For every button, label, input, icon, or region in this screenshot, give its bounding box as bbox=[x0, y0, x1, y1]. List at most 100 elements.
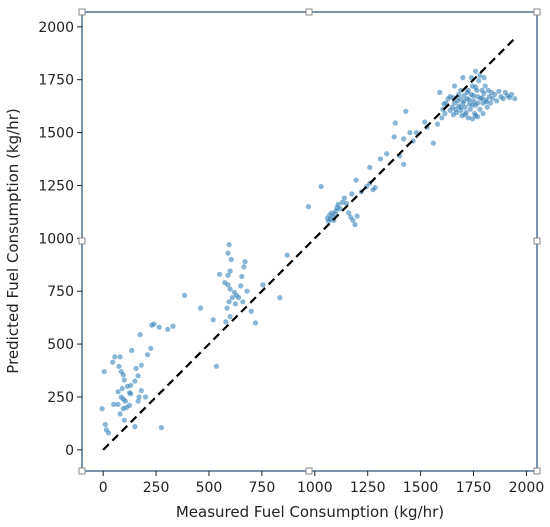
data-point bbox=[354, 213, 360, 219]
x-axis-title: Measured Fuel Consumption (kg/hr) bbox=[176, 503, 444, 521]
resize-handle-top-right[interactable] bbox=[533, 8, 541, 16]
data-point bbox=[238, 283, 244, 289]
data-point bbox=[244, 288, 250, 294]
x-tick-label: 1500 bbox=[403, 480, 439, 496]
data-point bbox=[239, 273, 245, 279]
data-point bbox=[467, 106, 473, 112]
y-tick-label: 250 bbox=[47, 390, 74, 406]
y-tick-label: 1250 bbox=[38, 178, 74, 194]
data-point bbox=[343, 200, 350, 206]
x-tick-label: 1250 bbox=[350, 480, 386, 496]
data-point bbox=[480, 110, 486, 117]
data-point bbox=[111, 401, 117, 407]
data-point bbox=[101, 369, 107, 375]
data-point bbox=[145, 352, 151, 358]
data-point bbox=[228, 256, 234, 263]
data-point bbox=[384, 151, 390, 157]
data-point bbox=[443, 100, 449, 106]
resize-handle-middle-left[interactable] bbox=[78, 237, 86, 245]
x-tick-label: 0 bbox=[99, 480, 108, 496]
resize-handle-bottom-center[interactable] bbox=[305, 467, 313, 475]
data-point bbox=[232, 301, 238, 307]
data-point bbox=[462, 112, 468, 118]
data-point bbox=[477, 72, 483, 79]
data-point bbox=[496, 88, 502, 94]
y-tick-label: 750 bbox=[47, 284, 74, 300]
x-tick-label: 1000 bbox=[297, 480, 333, 496]
data-point bbox=[339, 199, 345, 205]
data-point bbox=[227, 268, 233, 274]
x-tick-label: 500 bbox=[196, 480, 223, 496]
resize-handle-middle-right[interactable] bbox=[533, 237, 541, 245]
data-point bbox=[252, 320, 259, 326]
data-point bbox=[242, 259, 248, 265]
data-point bbox=[305, 204, 311, 210]
data-point bbox=[110, 359, 116, 365]
data-point bbox=[102, 421, 108, 428]
data-point bbox=[352, 222, 358, 228]
data-point bbox=[225, 272, 231, 278]
data-point bbox=[112, 354, 118, 360]
data-point bbox=[484, 104, 490, 110]
data-point bbox=[401, 161, 407, 167]
data-point bbox=[138, 388, 144, 394]
y-tick-label: 2000 bbox=[38, 20, 74, 36]
data-point bbox=[284, 252, 290, 258]
data-point bbox=[490, 96, 496, 102]
data-point bbox=[462, 104, 468, 110]
data-point bbox=[132, 378, 138, 384]
data-point bbox=[470, 93, 477, 99]
resize-handle-bottom-left[interactable] bbox=[78, 467, 86, 475]
data-point bbox=[445, 96, 451, 102]
data-point bbox=[451, 83, 458, 89]
data-point bbox=[225, 250, 231, 256]
data-point bbox=[120, 372, 126, 378]
data-point bbox=[470, 98, 477, 104]
data-point bbox=[353, 177, 359, 183]
data-point bbox=[465, 115, 471, 121]
data-point bbox=[116, 363, 122, 369]
resize-handle-top-left[interactable] bbox=[78, 8, 86, 16]
data-point bbox=[128, 382, 134, 388]
data-point bbox=[135, 373, 141, 379]
data-point bbox=[119, 385, 125, 392]
data-point bbox=[434, 121, 441, 127]
data-point bbox=[277, 295, 283, 301]
data-point bbox=[475, 100, 481, 106]
data-point bbox=[413, 130, 419, 136]
data-point bbox=[407, 130, 413, 136]
data-point bbox=[422, 119, 428, 125]
y-tick-label: 0 bbox=[65, 443, 74, 459]
data-point bbox=[223, 319, 229, 325]
data-point bbox=[224, 305, 230, 311]
y-axis-title: Predicted Fuel Consumption (kg/hr) bbox=[4, 108, 22, 373]
y-tick-label: 1750 bbox=[38, 73, 74, 89]
data-point bbox=[240, 299, 246, 305]
data-point bbox=[439, 115, 445, 121]
data-point bbox=[115, 401, 121, 407]
data-point bbox=[138, 362, 144, 368]
data-point bbox=[477, 106, 483, 112]
data-point bbox=[197, 305, 204, 311]
data-point bbox=[99, 406, 105, 412]
x-tick-label: 250 bbox=[143, 480, 170, 496]
data-point bbox=[236, 295, 242, 301]
data-point bbox=[127, 402, 133, 408]
data-point bbox=[241, 264, 247, 270]
data-point bbox=[129, 347, 135, 353]
resize-handle-top-center[interactable] bbox=[305, 8, 313, 16]
data-point bbox=[494, 98, 500, 104]
data-point bbox=[442, 110, 448, 117]
data-point bbox=[392, 120, 398, 126]
selection-handles[interactable] bbox=[78, 8, 541, 475]
data-point bbox=[210, 317, 216, 323]
data-point bbox=[151, 321, 157, 327]
data-point bbox=[135, 398, 141, 404]
data-point bbox=[122, 398, 128, 404]
resize-handle-bottom-right[interactable] bbox=[533, 467, 541, 475]
data-point bbox=[165, 326, 171, 332]
reference-line bbox=[102, 36, 517, 451]
data-point bbox=[136, 394, 142, 400]
data-point bbox=[226, 242, 232, 248]
